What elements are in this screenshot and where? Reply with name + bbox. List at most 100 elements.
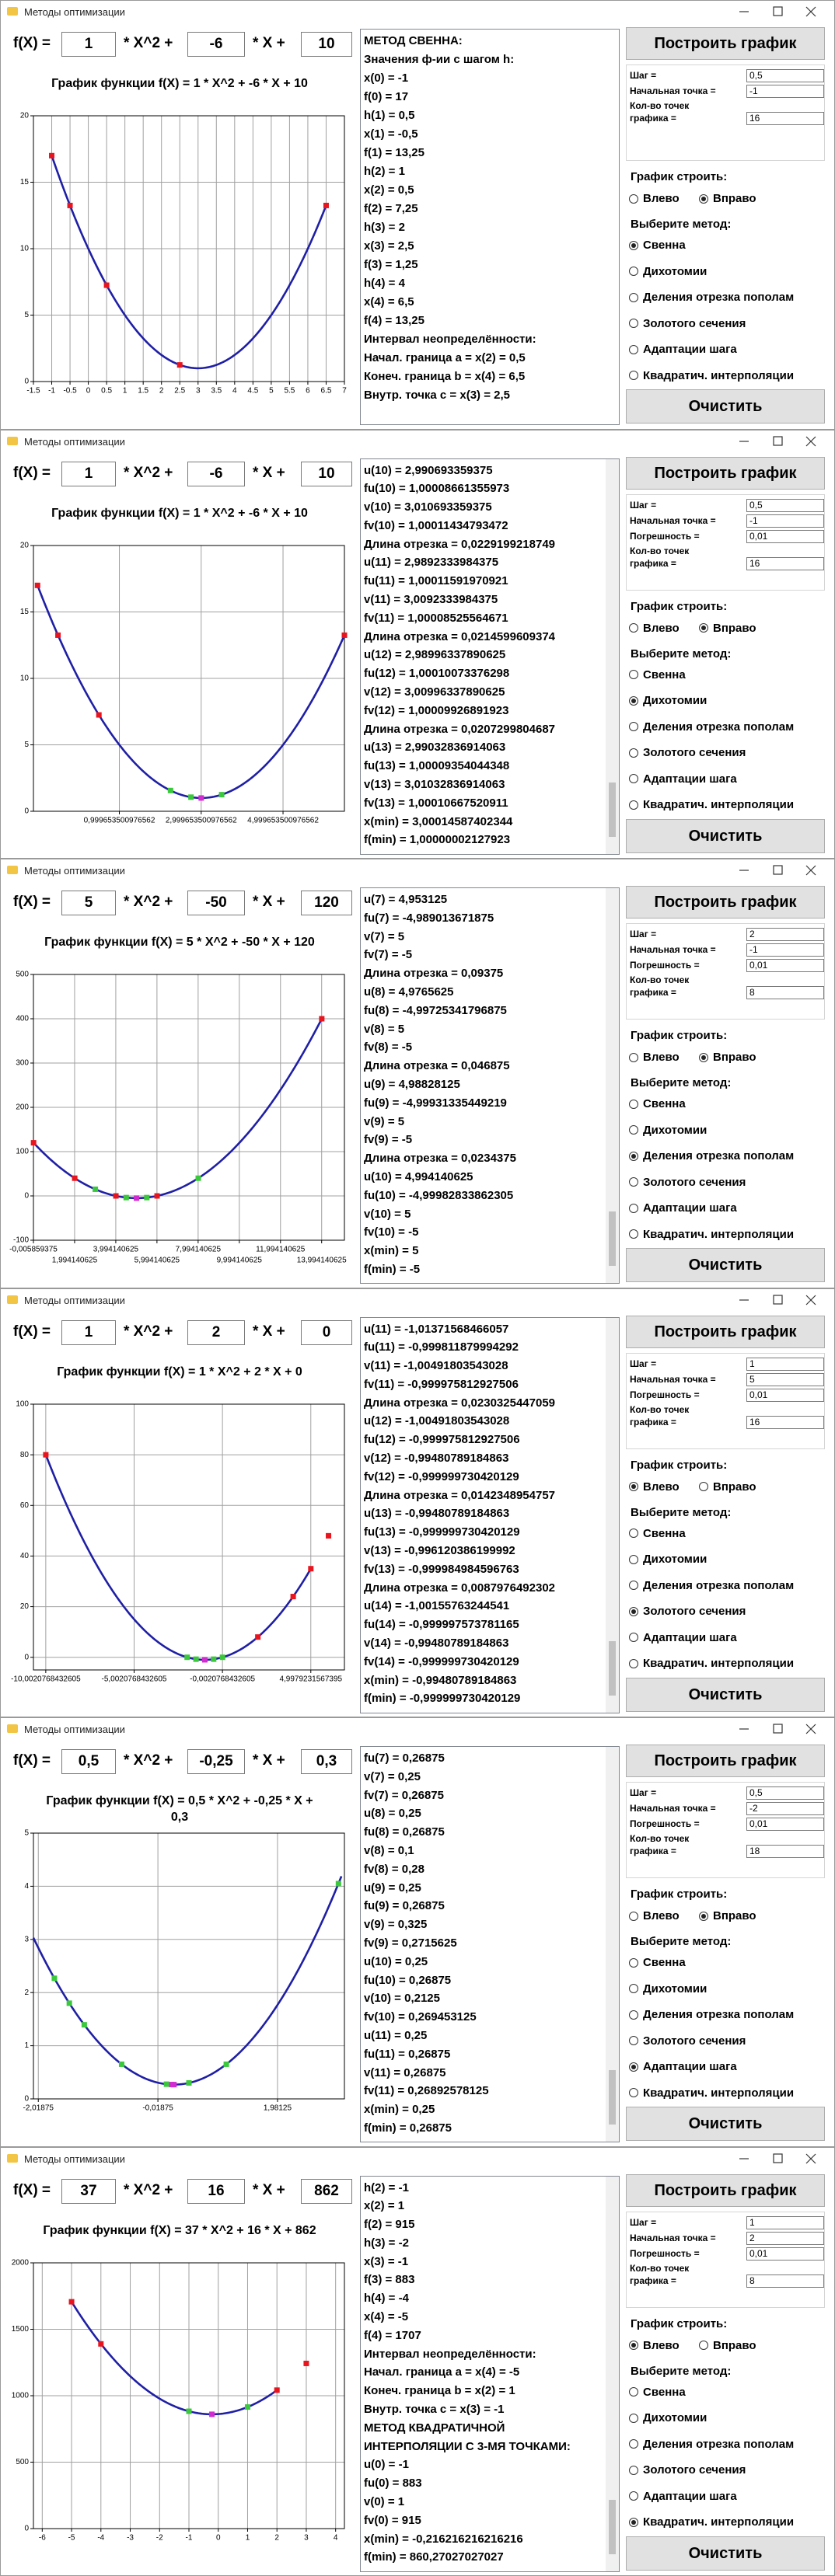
param-input[interactable]: 16: [746, 556, 824, 570]
radio-button[interactable]: [629, 774, 638, 783]
radio-option[interactable]: Влево: [629, 1909, 680, 1922]
radio-button[interactable]: [629, 1052, 638, 1062]
radio-button[interactable]: [699, 2341, 708, 2350]
build-button[interactable]: Построить график: [626, 886, 825, 919]
radio-option[interactable]: Вправо: [699, 1480, 756, 1494]
radio-option[interactable]: Адаптации шага: [629, 1201, 737, 1215]
radio-option[interactable]: Свенна: [629, 2386, 686, 2399]
radio-button[interactable]: [629, 193, 638, 204]
param-input[interactable]: 0,01: [746, 1818, 824, 1831]
radio-option[interactable]: Дихотомии: [629, 1553, 707, 1566]
clear-button[interactable]: Очистить: [626, 1248, 825, 1282]
param-input[interactable]: 8: [746, 986, 824, 999]
build-button[interactable]: Построить график: [626, 1745, 825, 1777]
radio-option[interactable]: Адаптации шага: [629, 772, 737, 786]
radio-button[interactable]: [629, 1957, 638, 1968]
param-input[interactable]: -1: [746, 514, 824, 528]
radio-button[interactable]: [629, 748, 638, 758]
radio-option[interactable]: Вправо: [699, 2339, 756, 2352]
radio-option[interactable]: Свенна: [629, 239, 686, 252]
radio-button[interactable]: [629, 1554, 638, 1564]
radio-option[interactable]: Золотого сечения: [629, 317, 746, 330]
radio-option[interactable]: Свенна: [629, 1097, 686, 1110]
scrollbar[interactable]: [606, 888, 619, 1283]
radio-option[interactable]: Деления отрезка пополам: [629, 2438, 794, 2451]
scroll-thumb[interactable]: [609, 2070, 616, 2125]
coefficient-input[interactable]: 10: [301, 461, 352, 486]
radio-button[interactable]: [629, 2088, 638, 2097]
radio-button[interactable]: [629, 344, 638, 354]
radio-button[interactable]: [629, 1482, 638, 1491]
param-input[interactable]: 0,5: [746, 1786, 824, 1800]
scrollbar[interactable]: [606, 1317, 619, 1713]
coefficient-input[interactable]: 16: [187, 2178, 245, 2204]
radio-option[interactable]: Дихотомии: [629, 2411, 707, 2424]
radio-button[interactable]: [629, 2439, 638, 2449]
radio-option[interactable]: Вправо: [699, 192, 756, 205]
param-input[interactable]: 16: [746, 112, 824, 125]
scrollbar[interactable]: [606, 2176, 619, 2571]
radio-button[interactable]: [629, 1658, 638, 1668]
scroll-thumb[interactable]: [609, 1640, 616, 1696]
radio-button[interactable]: [699, 1052, 708, 1062]
radio-button[interactable]: [629, 1125, 638, 1135]
coefficient-input[interactable]: 1: [61, 32, 116, 57]
radio-button[interactable]: [629, 2465, 638, 2475]
coefficient-input[interactable]: 37: [61, 2178, 116, 2204]
clear-button[interactable]: Очистить: [626, 818, 825, 853]
radio-option[interactable]: Адаптации шага: [629, 2060, 737, 2073]
radio-button[interactable]: [699, 1482, 708, 1491]
scrollbar[interactable]: [606, 1747, 619, 2142]
radio-option[interactable]: Золотого сечения: [629, 1605, 746, 1618]
scrollbar[interactable]: [606, 458, 619, 854]
radio-button[interactable]: [629, 267, 638, 276]
radio-button[interactable]: [629, 2036, 638, 2045]
radio-button[interactable]: [629, 670, 638, 679]
radio-button[interactable]: [629, 2341, 638, 2350]
param-input[interactable]: 18: [746, 1845, 824, 1858]
radio-option[interactable]: Влево: [629, 1051, 680, 1064]
param-input[interactable]: 0,5: [746, 498, 824, 512]
radio-option[interactable]: Квадратич. интерполяции: [629, 369, 794, 382]
radio-option[interactable]: Деления отрезка пополам: [629, 1149, 794, 1163]
radio-option[interactable]: Свенна: [629, 668, 686, 681]
radio-button[interactable]: [629, 800, 638, 810]
radio-option[interactable]: Дихотомии: [629, 694, 707, 707]
coefficient-input[interactable]: -0,25: [187, 1749, 245, 1774]
coefficient-input[interactable]: 1: [61, 1319, 116, 1345]
radio-button[interactable]: [629, 2491, 638, 2501]
radio-option[interactable]: Золотого сечения: [629, 1176, 746, 1189]
radio-button[interactable]: [629, 2010, 638, 2020]
close-button[interactable]: [805, 2153, 816, 2163]
scroll-thumb[interactable]: [609, 782, 616, 837]
maximize-button[interactable]: [773, 2152, 783, 2163]
coefficient-input[interactable]: -6: [187, 461, 245, 486]
maximize-button[interactable]: [773, 1724, 783, 1734]
radio-option[interactable]: Адаптации шага: [629, 1631, 737, 1644]
maximize-button[interactable]: [773, 1294, 783, 1305]
radio-option[interactable]: Деления отрезка пополам: [629, 2008, 794, 2021]
radio-option[interactable]: Квадратич. интерполяции: [629, 798, 794, 811]
build-button[interactable]: Построить график: [626, 27, 825, 60]
close-button[interactable]: [805, 6, 816, 17]
close-button[interactable]: [805, 1295, 816, 1305]
radio-button[interactable]: [699, 1911, 708, 1921]
coefficient-input[interactable]: 862: [301, 2178, 352, 2204]
param-input[interactable]: -2: [746, 1802, 824, 1815]
radio-option[interactable]: Золотого сечения: [629, 2463, 746, 2477]
radio-option[interactable]: Свенна: [629, 1956, 686, 1969]
param-input[interactable]: 2: [746, 928, 824, 941]
radio-option[interactable]: Свенна: [629, 1527, 686, 1540]
radio-button[interactable]: [629, 371, 638, 380]
radio-option[interactable]: Квадратич. интерполяции: [629, 2515, 794, 2529]
clear-button[interactable]: Очистить: [626, 389, 825, 424]
radio-option[interactable]: Золотого сечения: [629, 746, 746, 759]
clear-button[interactable]: Очистить: [626, 2107, 825, 2141]
param-input[interactable]: 1: [746, 2215, 824, 2229]
build-button[interactable]: Построить график: [626, 1315, 825, 1348]
radio-button[interactable]: [629, 1229, 638, 1239]
radio-button[interactable]: [629, 1203, 638, 1213]
close-button[interactable]: [805, 1724, 816, 1734]
clear-button[interactable]: Очистить: [626, 2536, 825, 2571]
radio-option[interactable]: Вправо: [699, 1909, 756, 1922]
